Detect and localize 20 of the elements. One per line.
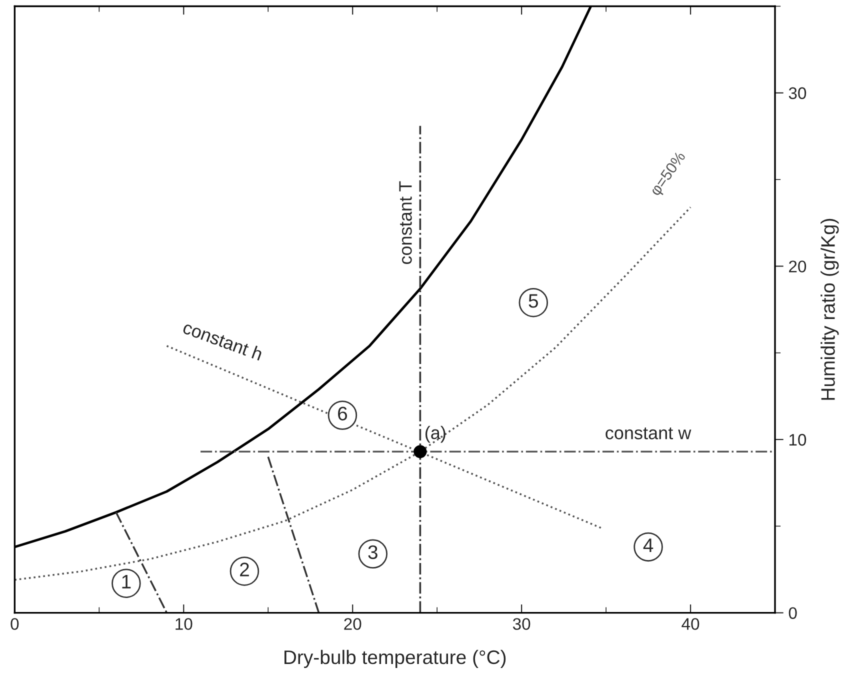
y-axis-title: Humidity ratio (gr/Kg) — [820, 218, 839, 400]
y-tick-label: 0 — [788, 607, 797, 620]
x-axis-title: Dry-bulb temperature (°C) — [284, 650, 506, 668]
annotation: 3 — [368, 545, 378, 560]
annotation: 5 — [528, 294, 538, 308]
annotation: 4 — [643, 538, 654, 552]
annotation: 2 — [240, 562, 249, 576]
y-tick-label: 30 — [788, 87, 806, 100]
x-tick-label: 0 — [10, 618, 19, 630]
x-tick-label: 20 — [344, 618, 362, 630]
x-tick-label: 10 — [176, 618, 192, 630]
annotation: 1 — [122, 574, 131, 588]
x-tick-label: 30 — [512, 618, 530, 630]
annotation: 6 — [338, 406, 348, 420]
x-tick-label: 40 — [682, 618, 700, 630]
y-tick-label: 10 — [789, 434, 806, 446]
y-tick-label: 20 — [789, 260, 806, 272]
annotation: constant T — [399, 181, 412, 264]
annotation: constant w — [606, 427, 692, 440]
annotation: (a) — [425, 426, 446, 443]
